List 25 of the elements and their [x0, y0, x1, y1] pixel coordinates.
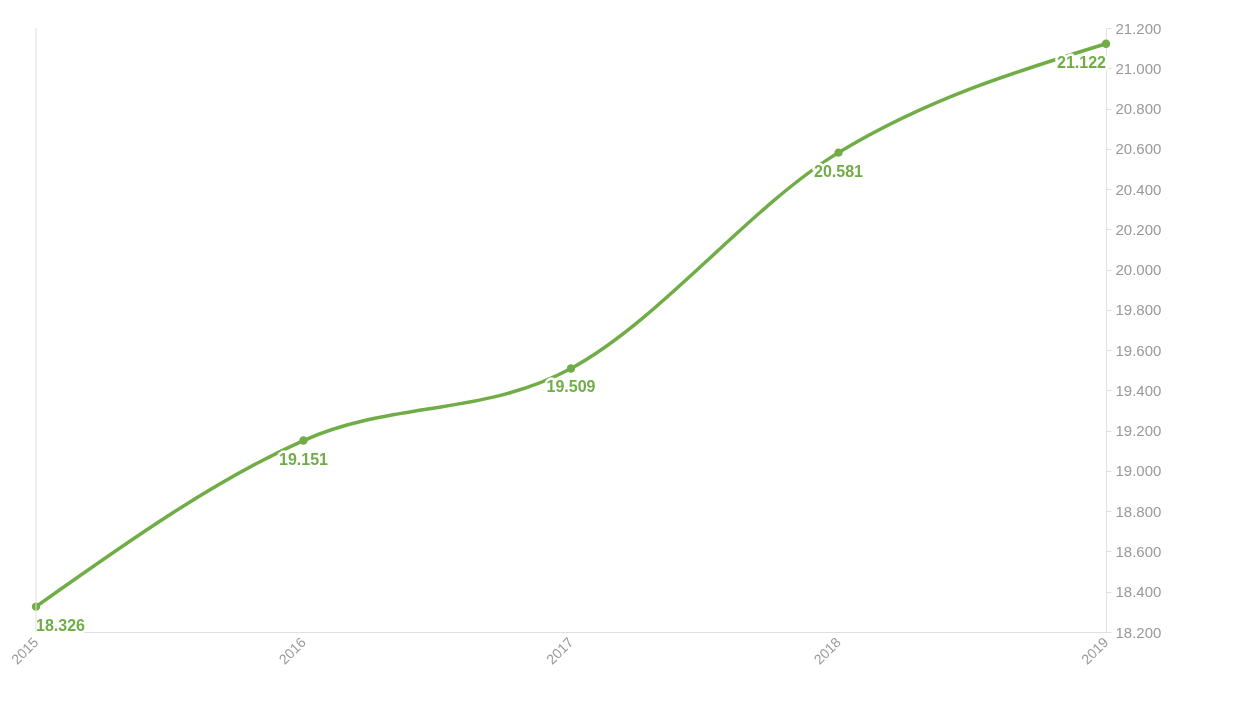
point [566, 364, 576, 373]
y-tick-label: 21.000 [1115, 59, 1162, 77]
y-tick-label: 19.600 [1115, 341, 1162, 359]
y-tick-label: 19.000 [1115, 462, 1162, 480]
y-tick-label: 19.800 [1115, 301, 1162, 319]
y-tick-label: 18.800 [1115, 502, 1162, 520]
y-tick-label: 20.200 [1115, 220, 1162, 238]
y-tick-label: 20.600 [1115, 140, 1162, 158]
data-label: 20.581 [814, 162, 864, 180]
y-tick-label: 20.400 [1115, 180, 1162, 198]
data-label: 21.122 [1057, 53, 1107, 71]
point [1101, 39, 1111, 48]
point [299, 436, 308, 445]
data-label: 18.326 [36, 616, 86, 634]
y-tick-label: 19.200 [1115, 422, 1162, 440]
data-label: 19.509 [546, 378, 596, 396]
y-tick-label: 20.800 [1115, 100, 1162, 118]
y-tick-label: 19.400 [1115, 381, 1162, 399]
y-tick-label: 21.200 [1115, 19, 1162, 37]
y-tick-label: 18.600 [1115, 542, 1162, 560]
data-label: 19.151 [279, 450, 329, 468]
y-tick-label: 18.400 [1115, 583, 1162, 601]
point [834, 148, 843, 157]
y-tick-label: 18.200 [1115, 623, 1162, 641]
y-tick-label: 20.000 [1115, 261, 1162, 279]
